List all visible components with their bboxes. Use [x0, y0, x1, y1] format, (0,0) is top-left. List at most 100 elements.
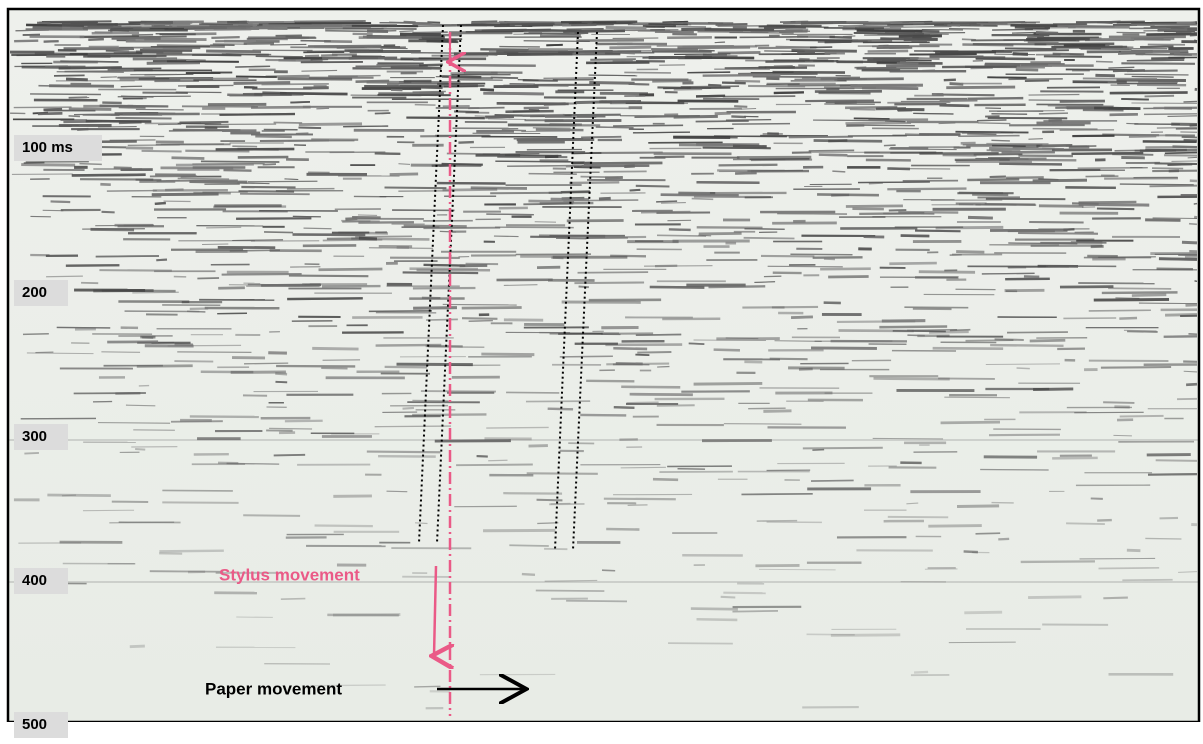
trace-streak	[992, 28, 1033, 31]
trace-streak	[717, 51, 761, 55]
trace-streak	[879, 325, 948, 329]
trace-streak	[595, 126, 634, 129]
trace-streak	[135, 447, 146, 451]
trace-streak	[442, 303, 517, 306]
trace-streak	[535, 128, 584, 132]
trace-streak	[1183, 100, 1198, 103]
trace-streak	[989, 147, 1055, 151]
trace-streak	[66, 77, 88, 82]
trace-streak	[278, 59, 323, 63]
trace-streak	[805, 99, 874, 103]
trace-streak	[644, 264, 713, 267]
trace-streak	[813, 139, 883, 143]
trace-streak	[318, 267, 383, 272]
trace-streak	[480, 88, 495, 92]
trace-streak	[113, 166, 132, 170]
trace-streak	[812, 448, 825, 451]
trace-streak	[1138, 302, 1198, 305]
trace-streak	[562, 113, 621, 117]
trace-streak	[811, 346, 877, 350]
trace-streak	[991, 139, 1010, 142]
trace-streak	[714, 111, 731, 116]
trace-streak	[613, 405, 635, 410]
trace-streak	[566, 599, 628, 603]
trace-streak	[718, 163, 778, 167]
trace-streak	[1027, 41, 1059, 44]
trace-streak	[206, 49, 262, 54]
trace-streak	[880, 37, 938, 41]
label-box	[14, 135, 102, 161]
trace-streak	[1127, 330, 1158, 333]
trace-streak	[992, 144, 1026, 147]
trace-streak	[1033, 387, 1074, 391]
trace-streak	[275, 380, 288, 384]
trace-streak	[355, 235, 413, 238]
trace-streak	[389, 172, 419, 176]
trace-streak	[853, 117, 890, 120]
trace-streak	[1144, 113, 1198, 116]
trace-streak	[99, 104, 169, 108]
trace-streak	[853, 31, 924, 35]
trace-streak	[206, 226, 242, 229]
trace-streak	[259, 139, 329, 142]
trace-streak	[406, 116, 485, 120]
trace-streak	[156, 258, 168, 262]
trace-streak	[109, 521, 175, 524]
trace-streak	[488, 118, 526, 121]
trace-streak	[590, 58, 636, 61]
trace-streak	[628, 82, 650, 86]
trace-streak	[713, 348, 740, 352]
trace-streak	[1047, 104, 1114, 108]
trace-streak	[149, 570, 224, 573]
trace-streak	[1014, 26, 1050, 30]
trace-streak	[218, 286, 245, 290]
trace-streak	[1101, 291, 1178, 295]
trace-streak	[483, 91, 544, 96]
trace-streak	[171, 156, 205, 160]
trace-streak	[914, 670, 929, 674]
trace-streak	[1007, 331, 1068, 334]
trace-streak	[322, 359, 361, 362]
trace-streak	[1043, 55, 1103, 58]
trace-streak	[238, 190, 295, 193]
trace-streak	[1032, 127, 1098, 130]
trace-streak	[1178, 571, 1198, 573]
trace-streak	[613, 347, 648, 351]
trace-streak	[829, 35, 852, 39]
trace-streak	[999, 162, 1063, 166]
trace-streak	[967, 96, 1024, 100]
trace-streak	[1029, 338, 1066, 343]
trace-streak	[977, 122, 1011, 125]
trace-streak	[177, 177, 230, 180]
trace-streak	[1015, 68, 1039, 72]
trace-streak	[985, 363, 1061, 366]
trace-streak	[613, 124, 684, 127]
trace-streak	[887, 187, 967, 191]
trace-streak	[374, 152, 401, 156]
label-box	[14, 280, 68, 306]
trace-streak	[390, 66, 442, 70]
trace-streak	[247, 37, 317, 40]
trace-streak	[898, 210, 959, 214]
trace-streak	[366, 450, 441, 454]
trace-streak	[938, 122, 956, 125]
trace-streak	[23, 161, 45, 164]
trace-streak	[764, 26, 806, 29]
trace-streak	[981, 272, 1035, 275]
trace-streak	[909, 56, 940, 60]
trace-streak	[1119, 183, 1194, 186]
trace-streak	[913, 112, 954, 115]
trace-streak	[481, 352, 535, 357]
trace-streak	[1144, 94, 1175, 98]
trace-streak	[273, 453, 306, 457]
trace-streak	[1124, 73, 1189, 76]
trace-streak	[170, 420, 223, 423]
trace-streak	[1131, 75, 1174, 78]
trace-streak	[95, 255, 159, 258]
trace-streak	[1103, 596, 1128, 600]
trace-streak	[739, 36, 809, 39]
trace-streak	[470, 186, 528, 190]
trace-streak	[100, 76, 117, 78]
trace-streak	[668, 642, 733, 645]
trace-streak	[537, 522, 559, 525]
